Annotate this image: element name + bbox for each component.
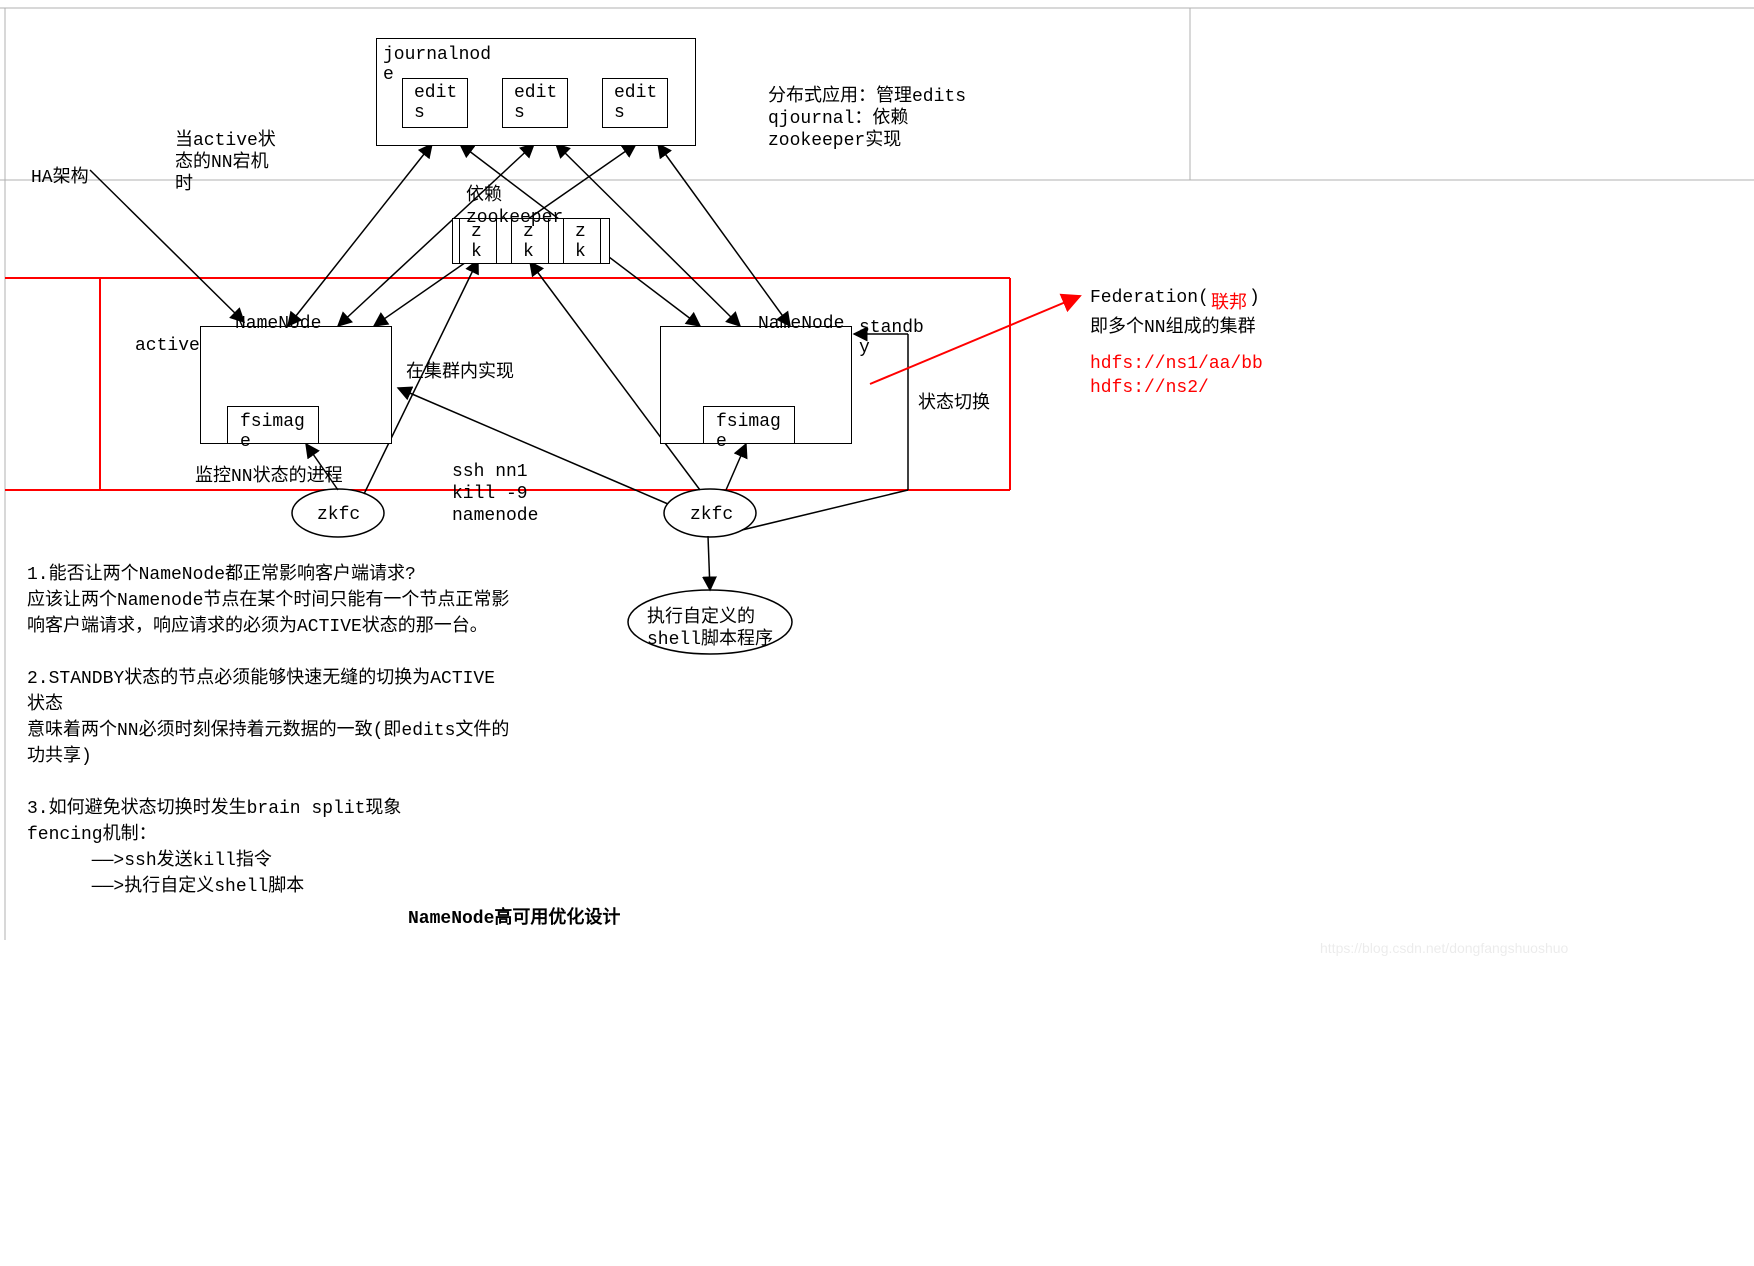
ssh-kill-label: ssh nn1 kill -9 namenode	[452, 461, 538, 527]
namenode-right-label: NameNode	[758, 314, 844, 334]
status-switch-label: 状态切换	[918, 388, 990, 414]
notes-block: 1.能否让两个NameNode都正常影响客户端请求? 应该让两个Namenode…	[27, 562, 509, 900]
fsimage-right-label: fsimag e	[716, 412, 781, 452]
namenode-left-label: NameNode	[235, 314, 321, 334]
hdfs-path-1: hdfs://ns1/aa/bb	[1090, 354, 1263, 374]
shell-script-label: 执行自定义的 shell脚本程序	[647, 607, 773, 651]
in-cluster-label: 在集群内实现	[406, 357, 514, 383]
zk-label-1: z k	[471, 222, 482, 262]
monitor-nn-label: 监控NN状态的进程	[195, 461, 343, 487]
zkfc-right-label: zkfc	[690, 505, 733, 525]
standby-label: standb y	[859, 318, 924, 358]
edits-label-1: edit s	[414, 83, 457, 123]
zk-label-3: z k	[575, 222, 586, 262]
zk-label-2: z k	[523, 222, 534, 262]
ha-arch-label: HA架构	[31, 162, 89, 188]
diagram-stage: HA架构 当active状 态的NN宕机 时 journalnod e edit…	[0, 0, 1754, 1266]
watermark-text: https://blog.csdn.net/dongfangshuoshuo	[1320, 940, 1568, 956]
zkfc-left-label: zkfc	[317, 505, 360, 525]
hdfs-path-2: hdfs://ns2/	[1090, 378, 1209, 398]
journalnode-title: journalnod e	[383, 45, 491, 85]
edits-label-3: edit s	[614, 83, 657, 123]
fsimage-left-label: fsimag e	[240, 412, 305, 452]
active-label: active	[135, 336, 200, 356]
edits-label-2: edit s	[514, 83, 557, 123]
federation-label-3: )	[1249, 288, 1260, 308]
federation-desc-label: 即多个NN组成的集群	[1090, 312, 1256, 338]
active-down-label: 当active状 态的NN宕机 时	[175, 130, 276, 196]
diagram-title: NameNode高可用优化设计	[408, 903, 620, 929]
distributed-app-label: 分布式应用：管理edits qjournal：依赖 zookeeper实现	[768, 86, 966, 152]
federation-label-1: Federation(	[1090, 288, 1209, 308]
federation-red-label: 联邦	[1211, 288, 1247, 314]
